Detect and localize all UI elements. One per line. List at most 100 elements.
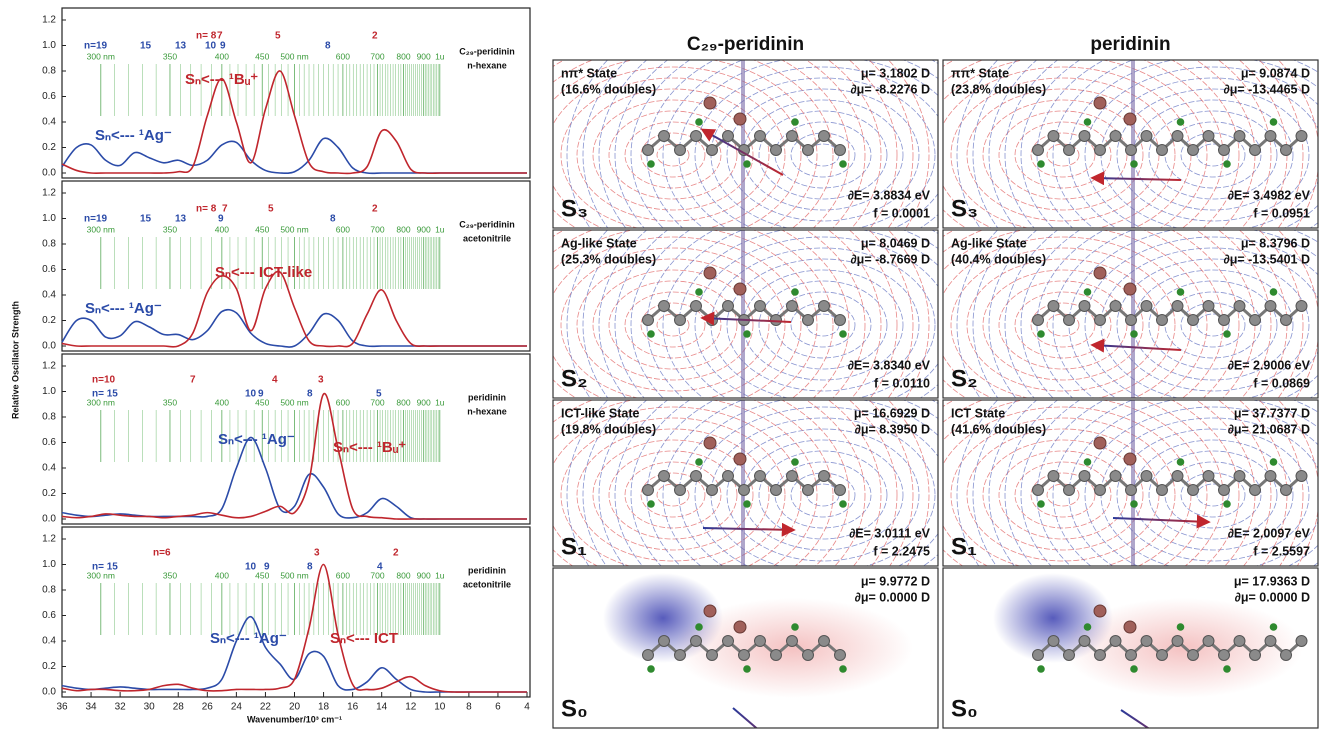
field-line [1030,302,1096,348]
nm-tick-label: 350 [163,224,177,234]
y-tick-label: 1.2 [42,15,56,26]
field-line [1196,313,1230,337]
atom [786,635,798,647]
field-line [1196,143,1230,167]
atom [1202,635,1215,647]
field-line [560,77,786,228]
field-line [998,280,1128,370]
atom [818,470,830,482]
state-label: S₂ [561,365,588,392]
atom [1094,144,1106,156]
annotation: 2 [393,548,399,559]
field-line [553,400,818,566]
x-tick-label: 18 [318,702,330,713]
atom [818,300,830,312]
field-line [640,472,706,518]
spectrum-line [61,70,527,175]
field-line [943,230,1240,398]
atom [1233,130,1246,142]
molecule-image [943,400,1318,566]
nm-tick-label: 900 [417,51,431,61]
field-line [827,60,882,228]
field-line [1148,110,1278,200]
nm-tick-label: 450 [255,397,269,407]
field-line [982,99,1144,211]
atom [1249,649,1261,661]
field-line [1116,258,1310,392]
o-atom [1123,452,1137,466]
nm-tick-label: 1u [435,397,445,407]
h-atom [695,623,703,631]
panel-frame [61,526,531,698]
atom [1125,484,1137,496]
y-tick-label: 1.0 [42,213,56,224]
field-line [576,88,770,222]
field-line [758,280,888,370]
field-line [848,60,898,228]
atom [1156,144,1168,156]
x-axis-label: Wavenumber/10³ cm⁻¹ [247,714,342,724]
field-line [868,60,914,228]
field-line [943,400,1240,566]
field-line [887,60,930,228]
doubles: (19.8% doubles) [561,422,656,436]
annotation: 7 [222,204,228,215]
annotation: 2 [372,204,378,215]
field-line [982,439,1144,551]
nm-tick-label: 350 [163,397,177,407]
y-tick-label: 0.0 [42,168,56,179]
dipole-change: ∂μ= -8.2276 D [851,82,931,96]
field-line [1052,60,1318,228]
atom [1187,144,1199,156]
field-line [582,60,628,228]
state-name: nπ* State [561,66,617,80]
field-line [624,291,722,359]
atom [786,300,798,312]
atom [738,484,750,496]
y-tick-label: 0.0 [42,341,56,352]
field-line [553,66,802,228]
dipole-change: ∂μ= -13.5401 D [1224,252,1310,266]
field-line [956,230,999,398]
nm-tick-label: 300 nm [87,570,115,580]
atom [690,130,702,142]
field-line [1020,400,1081,566]
atom [706,484,718,496]
sample-label: C₂₉-peridinin [459,219,515,229]
field-line [592,99,754,211]
field-line [560,417,786,566]
nm-tick-label: 350 [163,51,177,61]
o-atom [733,282,747,296]
o-atom [703,96,717,110]
annotation: 10 [245,562,257,573]
y-tick-label: 1.0 [42,386,56,397]
annotation: Sₙ<--- ¹Ag⁻ [218,431,295,448]
solvent-label: acetonitrile [463,233,511,243]
annotation: n=19 [84,41,108,52]
atom [1125,649,1137,661]
x-tick-label: 6 [495,702,501,713]
field-line [1046,143,1080,167]
field-line [943,60,1240,228]
y-tick-label: 0.0 [42,687,56,698]
atom [1280,144,1292,156]
h-atom [1176,458,1185,466]
atom [1233,470,1246,482]
h-atom [743,500,751,508]
annotation: 9 [264,562,270,573]
column-title: C₂₉-peridinin [687,34,804,55]
field-line [758,450,888,540]
field-line [662,400,938,566]
dipole-arrow [1112,514,1211,529]
field-line [553,230,818,398]
nm-tick-label: 900 [417,397,431,407]
annotation: n=10 [92,375,116,386]
atom [1109,130,1122,142]
y-tick-label: 0.6 [42,437,56,448]
atom [658,300,670,312]
atom [1063,144,1075,156]
annotation: 8 [307,562,313,573]
o-atom [1093,96,1107,110]
dipole-arrow [700,311,792,326]
field-line [576,258,770,392]
